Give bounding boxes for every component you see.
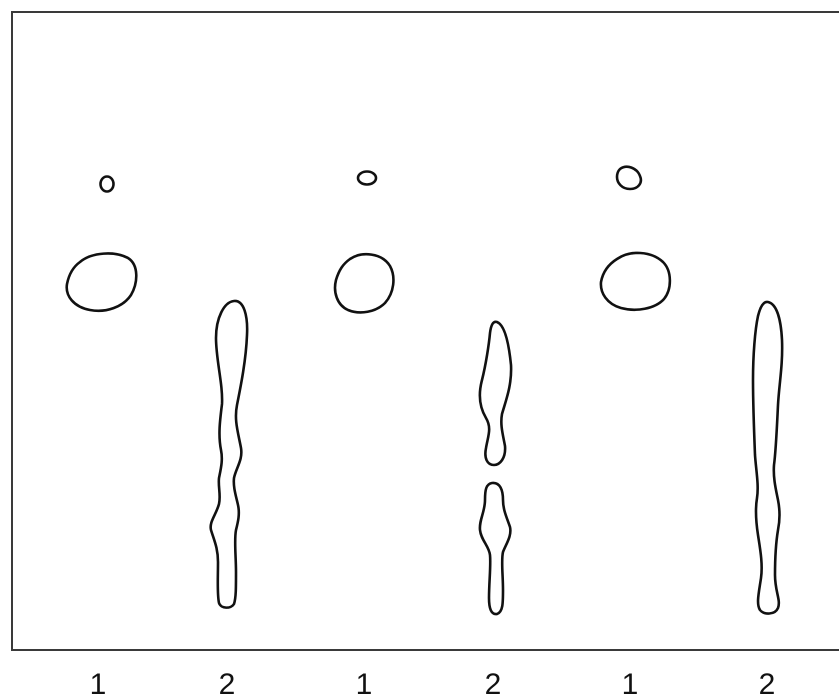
lane-label: 1 [90, 668, 107, 699]
small-spot [99, 175, 115, 193]
lane-2c [751, 300, 784, 615]
small-spot [356, 170, 378, 186]
lane-1a [65, 175, 138, 313]
streak-spot-upper [478, 320, 513, 467]
large-spot [599, 251, 672, 311]
lane-2b [478, 320, 513, 616]
streak-spot [751, 300, 784, 615]
lane-1c [599, 165, 672, 311]
lane-label: 2 [759, 668, 776, 699]
streak-spot-lower [478, 481, 512, 616]
lane-label: 2 [485, 668, 502, 699]
small-spot [615, 165, 643, 191]
lane-label: 2 [219, 668, 236, 699]
lane-label: 1 [356, 668, 373, 699]
streak-spot [209, 299, 249, 609]
plate-frame [11, 11, 839, 651]
lane-label: 1 [622, 668, 639, 699]
lane-1b [333, 170, 395, 314]
lane-2a [209, 299, 249, 609]
large-spot [65, 252, 138, 313]
large-spot [333, 252, 395, 314]
